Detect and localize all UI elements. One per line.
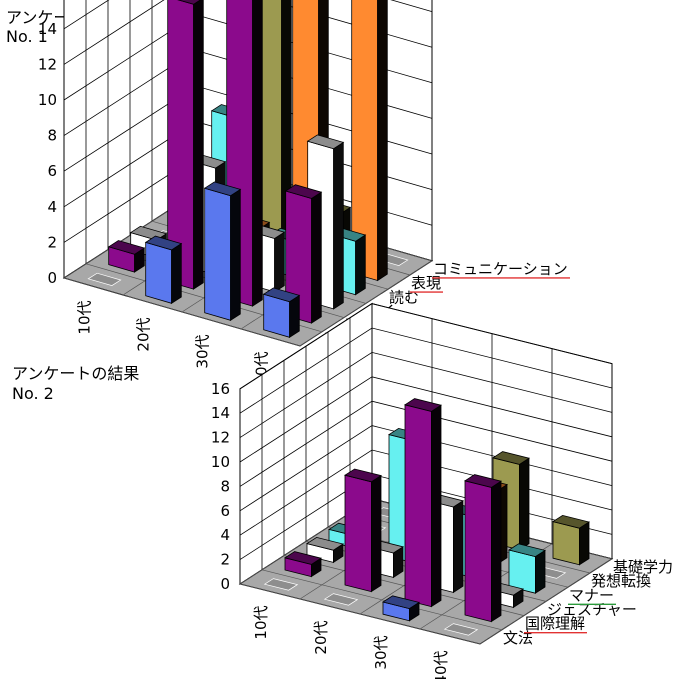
bar <box>284 551 322 578</box>
bar-side <box>252 0 263 307</box>
series-label: 国際理解 <box>525 615 585 633</box>
floor-line <box>63 277 301 347</box>
category-label: 30代 <box>372 636 390 670</box>
y-tick-label: 16 <box>211 380 230 398</box>
bar-top <box>492 451 530 465</box>
bar-side <box>535 549 546 594</box>
bar-side <box>490 480 502 623</box>
bar-top <box>344 468 382 483</box>
y-tick-label: 14 <box>211 404 230 422</box>
bar-top <box>262 287 301 303</box>
floor-slot <box>443 623 479 636</box>
bar-side <box>370 474 382 593</box>
floor-slot <box>263 578 299 591</box>
category-label: 10代 <box>76 301 94 335</box>
y-tick-label: 2 <box>47 233 57 251</box>
bar <box>107 240 146 273</box>
chart-subtitle: No. 2 <box>12 384 54 403</box>
series-label: 発想転換 <box>591 572 651 590</box>
y-tick-label: 2 <box>220 551 230 569</box>
bar-side <box>579 521 590 566</box>
y-tick-label: 6 <box>220 502 230 520</box>
category-label: 20代 <box>312 621 330 655</box>
bar <box>404 398 442 608</box>
bar-side <box>430 404 442 608</box>
bar-top <box>464 474 502 488</box>
bar-side <box>274 231 285 293</box>
y-tick-label: 12 <box>211 429 230 447</box>
category-label: 40代 <box>432 651 450 679</box>
y-tick-label: 8 <box>47 127 57 145</box>
bar <box>262 287 301 339</box>
bar <box>552 514 590 566</box>
bar <box>464 474 502 623</box>
bar-front <box>344 474 372 593</box>
bar-top <box>404 398 442 412</box>
bar-front <box>552 521 580 566</box>
bar-front <box>204 187 232 321</box>
bar-front <box>404 404 432 608</box>
bar-side <box>519 457 530 551</box>
y-tick-label: 8 <box>220 477 230 495</box>
category-label: 30代 <box>194 335 212 369</box>
y-tick-label: 4 <box>47 198 57 216</box>
y-tick-label: 0 <box>47 269 57 287</box>
bar-top <box>552 514 590 529</box>
bar-top <box>203 181 242 197</box>
bar-top <box>284 551 322 565</box>
bar-side <box>230 188 241 322</box>
bar-side <box>452 500 464 594</box>
bar-side <box>377 0 388 282</box>
bar-side <box>311 191 322 324</box>
bar-side <box>193 0 204 290</box>
y-tick-label: 14 <box>38 20 57 38</box>
bar-side <box>289 294 300 339</box>
series-label: マナー <box>569 586 614 604</box>
bar-top <box>177 0 201 5</box>
bar-top <box>306 134 345 150</box>
y-tick-label: 10 <box>38 91 57 109</box>
series-label: コミュニケーション <box>433 260 568 278</box>
bar <box>351 0 388 282</box>
bar-top <box>144 235 183 251</box>
bar-side <box>333 141 344 310</box>
category-label: 20代 <box>135 318 153 352</box>
bar-front <box>145 241 173 304</box>
bar <box>382 595 420 622</box>
chart-subtitle: No. 1 <box>6 27 48 46</box>
y-tick-label: 12 <box>38 55 57 73</box>
bar <box>344 468 382 593</box>
bar-side <box>171 242 182 305</box>
y-tick-label: 4 <box>220 526 230 544</box>
bar <box>306 536 344 564</box>
category-label: 10代 <box>252 606 270 640</box>
bar <box>284 184 323 324</box>
bar-top <box>107 240 146 255</box>
y-tick-label: 10 <box>211 453 230 471</box>
floor-line <box>261 569 503 631</box>
bar-front <box>464 480 492 623</box>
bar <box>508 543 546 594</box>
floor-slot <box>87 272 122 286</box>
bar-front <box>351 0 379 282</box>
bar-top <box>382 595 420 610</box>
y-tick-label: 16 <box>38 0 57 2</box>
bar-top <box>508 543 546 558</box>
y-tick-label: 6 <box>47 162 57 180</box>
chart-title: アンケートの結果 <box>12 364 139 383</box>
bar-top <box>306 536 344 551</box>
bar-side <box>355 234 366 296</box>
series-label: 表現 <box>411 274 441 292</box>
y-tick-label: 0 <box>220 575 230 593</box>
floor-slot <box>323 593 359 606</box>
floor-line <box>239 583 481 645</box>
bar <box>144 235 183 305</box>
bar <box>203 181 242 322</box>
series-label: 基礎学力 <box>613 558 673 576</box>
bar-top <box>284 184 323 199</box>
bar <box>167 0 204 290</box>
